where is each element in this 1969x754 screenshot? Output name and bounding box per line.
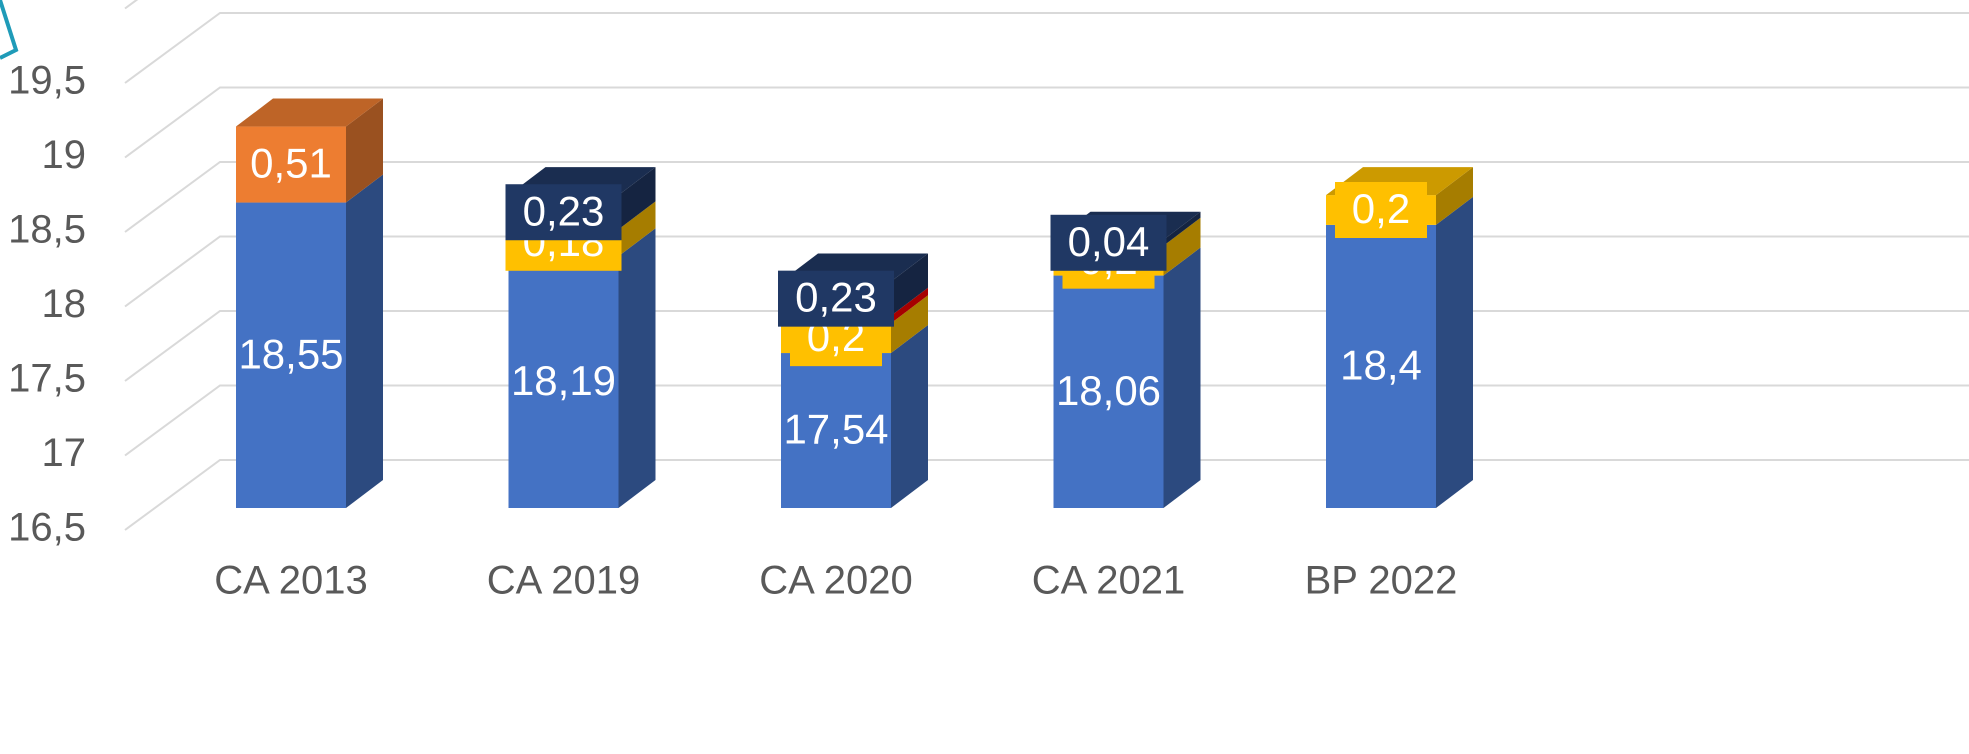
bar-side [346, 174, 383, 509]
bar-side [1163, 247, 1201, 508]
y-tick-label: 19,5 [8, 59, 86, 103]
data-label: 0,23 [523, 187, 605, 234]
y-tick-label: 17 [42, 431, 87, 475]
x-tick-label: CA 2021 [1032, 559, 1185, 603]
bar-side [891, 253, 928, 316]
bar-side [346, 98, 383, 203]
bar-segment [781, 353, 891, 508]
y-tick-label: 17,5 [8, 357, 86, 401]
bar-segment [1053, 275, 1164, 508]
bar-side [891, 325, 928, 508]
label-bg [778, 270, 894, 327]
bar-side [618, 201, 656, 257]
bar-side [1163, 217, 1201, 276]
bar-side [891, 295, 928, 354]
bar-segment [1326, 224, 1436, 508]
label-bg [1050, 214, 1167, 271]
x-tick-label: BP 2022 [1305, 559, 1458, 603]
data-label: 18,19 [511, 357, 616, 404]
data-label: 0,23 [795, 274, 877, 321]
grid-line [124, 0, 139, 10]
bar-side [1436, 167, 1473, 225]
y-tick-label: 18 [42, 282, 87, 326]
x-tick-label: CA 2020 [759, 559, 912, 603]
decoration [0, 0, 19, 60]
grid-line [124, 235, 1969, 308]
data-label: 17,54 [783, 406, 888, 453]
bar-side [891, 287, 928, 324]
grid-line [124, 12, 1969, 84]
data-label: 0,04 [1068, 218, 1150, 265]
y-tick-label: 19 [42, 133, 87, 177]
data-label: 0,2 [1352, 185, 1410, 232]
grid-line [124, 384, 1969, 457]
bar-side [1163, 211, 1201, 246]
x-tick-label: CA 2013 [214, 559, 367, 603]
bar-side [1436, 196, 1473, 508]
bar-side [618, 167, 656, 230]
label-bg [505, 184, 622, 241]
x-tick-label: CA 2019 [487, 559, 640, 603]
y-tick-label: 16,5 [8, 506, 86, 550]
data-label: 18,55 [238, 330, 343, 377]
bar-segment [508, 256, 619, 508]
label-bg [1335, 182, 1427, 238]
grid-line [124, 459, 1969, 531]
grid-line [124, 86, 1969, 159]
data-label: 18,06 [1056, 367, 1161, 414]
bar-segment [236, 126, 346, 203]
y-tick-label: 18,5 [8, 208, 86, 252]
data-label: 18,4 [1340, 342, 1422, 389]
bar-segment [236, 202, 346, 509]
grid-line [124, 161, 1969, 233]
data-label: 0,51 [250, 140, 332, 187]
bar-side [618, 228, 656, 508]
grid-line [124, 310, 1969, 382]
bar-top [236, 98, 383, 127]
